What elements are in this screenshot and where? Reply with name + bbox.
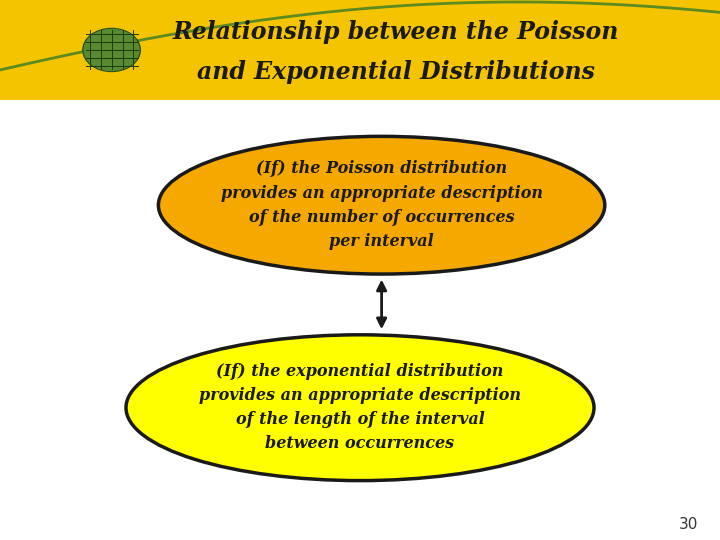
Ellipse shape <box>158 137 605 274</box>
Text: (If) the exponential distribution
provides an appropriate description
of the len: (If) the exponential distribution provid… <box>199 363 521 453</box>
Circle shape <box>83 29 140 71</box>
Text: and Exponential Distributions: and Exponential Distributions <box>197 60 595 84</box>
Text: (If) the Poisson distribution
provides an appropriate description
of the number : (If) the Poisson distribution provides a… <box>220 160 543 250</box>
Circle shape <box>84 29 139 70</box>
Text: 30: 30 <box>679 517 698 532</box>
Ellipse shape <box>126 335 594 481</box>
Text: Relationship between the Poisson: Relationship between the Poisson <box>173 20 619 44</box>
FancyBboxPatch shape <box>0 0 720 100</box>
